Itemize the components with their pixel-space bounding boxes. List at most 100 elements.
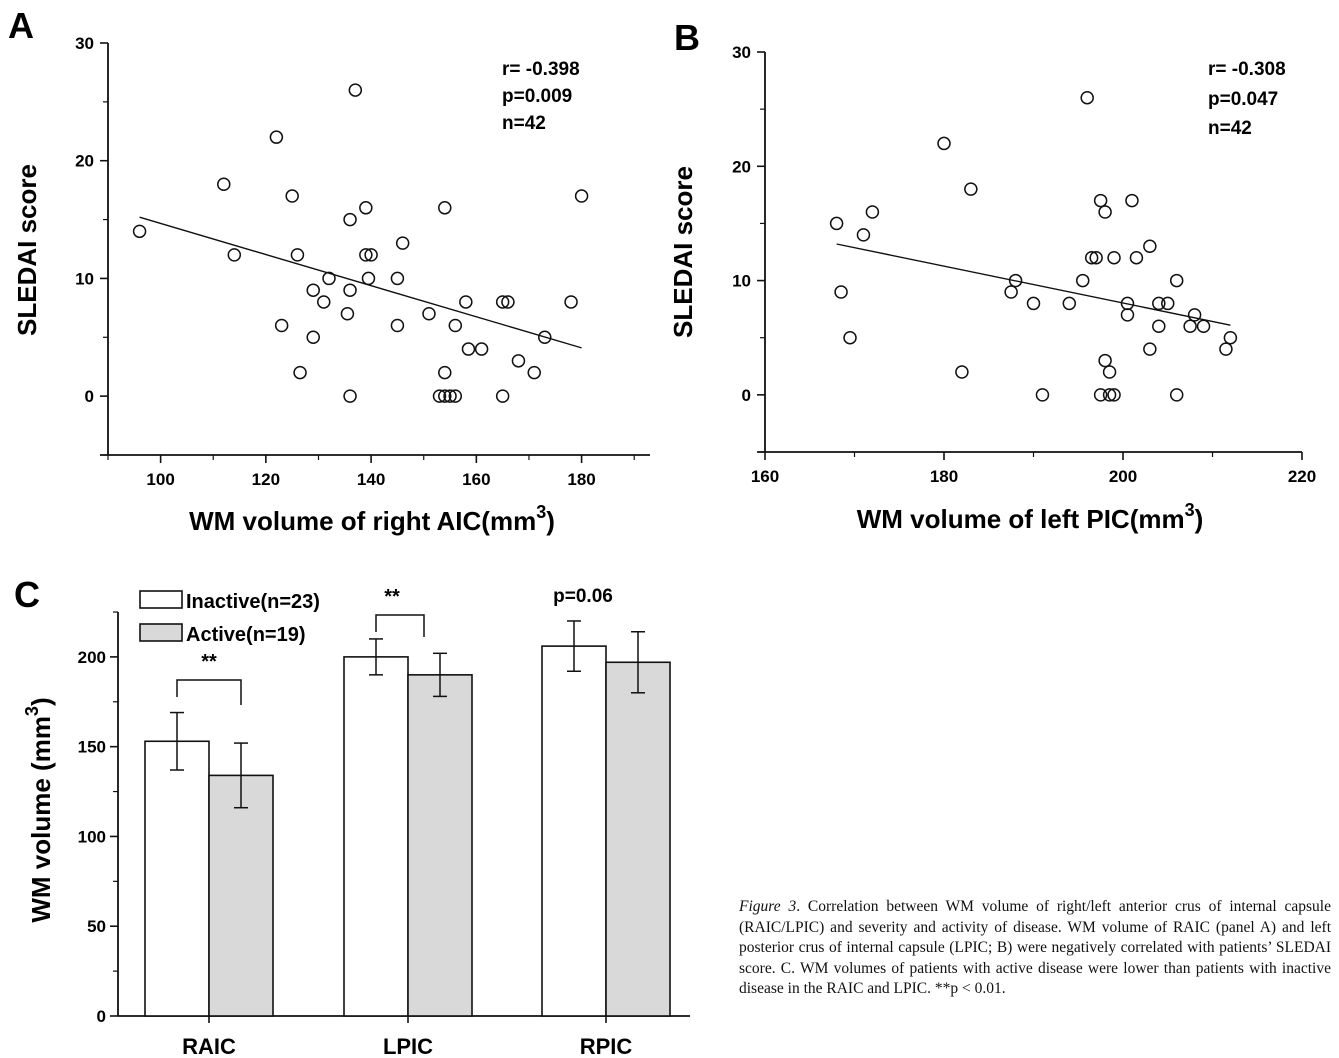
significance-label-raic: ** bbox=[201, 651, 217, 673]
figure-caption: Figure 3. Correlation between WM volume … bbox=[739, 897, 1331, 1000]
data-point bbox=[422, 306, 436, 321]
data-point bbox=[1089, 250, 1103, 265]
panel-c-y-axis-title-main: WM volume (mm bbox=[26, 716, 56, 923]
data-point bbox=[1169, 388, 1184, 402]
panel-b-stat-p: p=0.047 bbox=[1208, 89, 1278, 110]
data-point bbox=[495, 389, 510, 403]
y-tick-label: 10 bbox=[732, 272, 751, 291]
data-point bbox=[1102, 388, 1117, 402]
data-point bbox=[227, 248, 242, 262]
panel-b-y-axis-title: SLEDAI score bbox=[668, 166, 698, 338]
panel-a-y-ticks: 0 10 20 30 bbox=[75, 34, 108, 456]
data-point bbox=[865, 205, 880, 219]
data-point bbox=[1143, 342, 1157, 356]
panel-a-points bbox=[132, 83, 589, 403]
data-point bbox=[1098, 205, 1112, 219]
panel-a-stat-r: r= -0.398 bbox=[502, 59, 580, 80]
bar-active bbox=[208, 774, 274, 1017]
data-point bbox=[538, 330, 552, 345]
significance-label-lpic: ** bbox=[384, 586, 400, 608]
data-point bbox=[1183, 319, 1197, 334]
panel-c-y-axis-title: WM volume (mm3) bbox=[22, 697, 56, 922]
data-point bbox=[340, 306, 355, 321]
data-point bbox=[348, 83, 363, 97]
data-point bbox=[1102, 365, 1117, 379]
bar-inactive bbox=[343, 656, 409, 1017]
data-point bbox=[1120, 308, 1135, 322]
panel-a-scatter: A 0 10 20 30 100 120 140 160 180 r= -0.398 p=0.… bbox=[8, 5, 650, 536]
panel-b-stat-n: n=42 bbox=[1208, 118, 1252, 139]
y-tick-label: 150 bbox=[78, 738, 106, 757]
data-point bbox=[361, 271, 376, 286]
x-tick-label: 180 bbox=[567, 470, 595, 489]
y-tick-label: 200 bbox=[78, 648, 106, 667]
data-point bbox=[459, 295, 473, 309]
data-point bbox=[1093, 388, 1108, 402]
data-point bbox=[1169, 273, 1184, 288]
data-point bbox=[359, 248, 373, 262]
bar-active bbox=[407, 674, 473, 1017]
panel-b-scatter: B 0 10 20 30 160 180 200 220 r= -0.308 p=0.047… bbox=[668, 17, 1316, 534]
data-point bbox=[856, 228, 871, 242]
panel-a-letter: A bbox=[8, 5, 34, 46]
y-tick-label: 30 bbox=[732, 43, 751, 62]
data-point bbox=[448, 318, 463, 333]
data-point bbox=[1098, 353, 1112, 368]
panel-b-letter: B bbox=[674, 17, 700, 58]
data-point bbox=[1223, 330, 1238, 345]
y-tick-label: 20 bbox=[732, 157, 751, 176]
data-point bbox=[474, 342, 489, 356]
panel-b-fit-line bbox=[836, 243, 1231, 326]
data-point bbox=[390, 271, 405, 286]
data-point bbox=[1219, 342, 1233, 356]
y-tick-label: 10 bbox=[75, 269, 94, 288]
data-point bbox=[438, 365, 452, 380]
panel-a-x-axis-title-sup: 3 bbox=[536, 502, 546, 522]
data-point bbox=[1107, 388, 1121, 402]
data-point bbox=[285, 189, 299, 203]
data-point bbox=[574, 189, 589, 203]
panel-c-y-axis-title-end: ) bbox=[26, 697, 56, 706]
data-point bbox=[217, 177, 231, 192]
data-point bbox=[395, 236, 410, 250]
bar-active bbox=[605, 661, 671, 1017]
data-point bbox=[501, 295, 515, 309]
y-tick-label: 20 bbox=[75, 152, 94, 171]
data-point bbox=[293, 365, 307, 380]
panel-a-fit-line bbox=[139, 216, 582, 349]
data-point bbox=[316, 295, 331, 309]
data-point bbox=[343, 283, 357, 297]
data-point bbox=[306, 283, 320, 297]
data-point bbox=[1125, 193, 1139, 208]
data-point bbox=[343, 212, 357, 227]
data-point bbox=[1093, 193, 1108, 208]
data-point bbox=[527, 365, 541, 380]
significance-bracket bbox=[375, 614, 425, 637]
x-tick-label: 160 bbox=[751, 467, 779, 486]
x-tick-label: 180 bbox=[930, 467, 958, 486]
data-point bbox=[343, 389, 357, 403]
x-tick-label: 120 bbox=[252, 470, 280, 489]
data-point bbox=[443, 389, 457, 403]
panel-b-x-axis-title-sup: 3 bbox=[1185, 500, 1195, 520]
data-point bbox=[1080, 90, 1094, 105]
panel-b-stat-r: r= -0.308 bbox=[1208, 59, 1286, 80]
data-point bbox=[438, 201, 452, 215]
panel-c-y-axis-title-sup: 3 bbox=[22, 706, 42, 716]
data-point bbox=[1004, 285, 1018, 299]
y-tick-label: 100 bbox=[78, 827, 106, 846]
legend-swatch-inactive bbox=[139, 590, 183, 609]
panel-c-category-labels: RAIC LPIC RPIC bbox=[182, 1016, 632, 1058]
panel-a-stat-n: n=42 bbox=[502, 113, 546, 134]
data-point bbox=[322, 271, 336, 286]
data-point bbox=[448, 389, 463, 403]
panel-b-x-axis-title-main: WM volume of left PIC(mm bbox=[857, 504, 1185, 534]
legend-swatch-active bbox=[139, 623, 183, 642]
panel-a-y-axis-title: SLEDAI score bbox=[12, 164, 42, 336]
data-point bbox=[132, 224, 147, 239]
data-point bbox=[1161, 296, 1175, 311]
data-point bbox=[1129, 250, 1144, 265]
panel-c-letter: C bbox=[14, 574, 40, 615]
data-point bbox=[290, 248, 305, 262]
panel-c-bar-chart: C 0 50 100 150 200 RAIC LPIC RPIC ** ** p=0.06 W… bbox=[14, 574, 690, 1058]
